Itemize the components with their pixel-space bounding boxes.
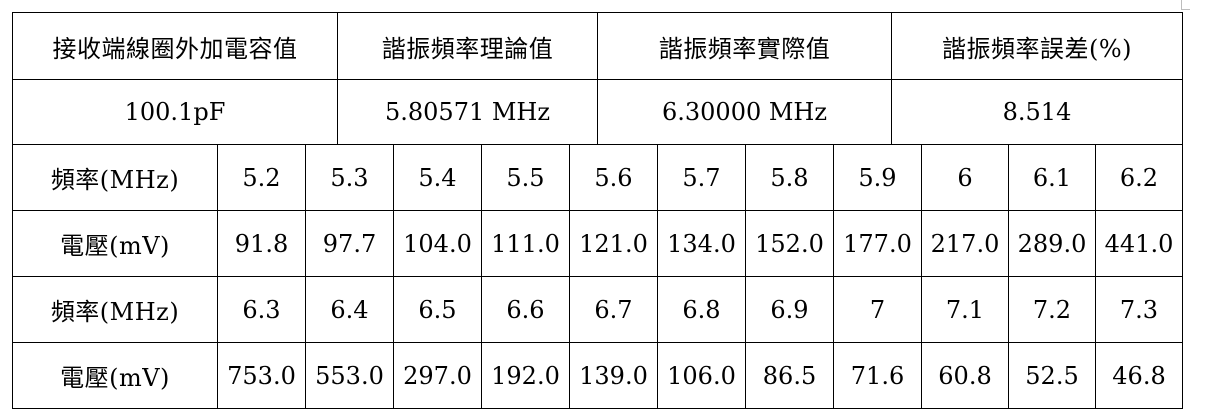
data-cell: 7 [834,277,922,342]
header-cell: 諧振頻率誤差(%) [941,34,1133,63]
row-label: 電壓(mV) [13,343,218,408]
data-cell: 60.8 [922,343,1009,408]
data-cell: 6.8 [658,277,746,342]
header-cell: 接收端線圈外加電容值 [13,13,338,79]
data-cell: 52.5 [1009,343,1096,408]
data-cell: 6.2 [1119,163,1159,192]
header-cell: 諧振頻率理論值 [338,13,598,79]
table-row: 頻率(MHz) 6.3 6.4 6.5 6.6 6.7 6.8 6.9 7 7.… [13,277,1182,343]
data-cell: 121.0 [570,211,658,276]
summary-cell: 100.1pF [13,80,338,144]
row-label: 頻率(MHz) [13,277,218,342]
data-cell: 6.4 [306,277,394,342]
data-cell: 6.5 [394,277,482,342]
data-cell: 5.7 [658,145,746,210]
data-cell: 441.0 [1104,229,1174,258]
data-cell: 91.8 [218,211,306,276]
data-cell: 111.0 [482,211,570,276]
summary-row: 100.1pF 5.80571 MHz 6.30000 MHz 8.514 [13,80,1182,145]
data-cell: 5.8 [746,145,834,210]
data-cell: 6.7 [570,277,658,342]
data-cell: 104.0 [394,211,482,276]
data-cell: 152.0 [746,211,834,276]
header-row: 接收端線圈外加電容值 諧振頻率理論值 諧振頻率實際值 諧振頻率誤差(%) [13,13,1182,80]
data-cell: 217.0 [922,211,1009,276]
data-cell: 5.6 [570,145,658,210]
data-cell: 86.5 [746,343,834,408]
data-cell: 7.3 [1119,295,1159,324]
data-cell: 46.8 [1112,361,1166,390]
data-cell: 5.2 [218,145,306,210]
table-row: 電壓(mV) 753.0 553.0 297.0 192.0 139.0 106… [13,343,1182,408]
data-cell: 97.7 [306,211,394,276]
data-cell: 553.0 [306,343,394,408]
header-cell: 諧振頻率實際值 [598,13,892,79]
data-cell: 71.6 [834,343,922,408]
data-cell: 5.4 [394,145,482,210]
summary-cell: 8.514 [1002,98,1072,126]
data-cell: 6.1 [1009,145,1096,210]
data-cell: 6 [922,145,1009,210]
page-corner-mark [1181,0,1190,10]
data-cell: 192.0 [482,343,570,408]
data-cell: 106.0 [658,343,746,408]
data-cell: 289.0 [1009,211,1096,276]
data-cell: 6.6 [482,277,570,342]
data-cell: 177.0 [834,211,922,276]
data-cell: 5.5 [482,145,570,210]
resonance-data-table: 接收端線圈外加電容值 諧振頻率理論值 諧振頻率實際值 諧振頻率誤差(%) 100… [12,12,1183,409]
data-cell: 7.2 [1009,277,1096,342]
row-label: 頻率(MHz) [13,145,218,210]
table-row: 頻率(MHz) 5.2 5.3 5.4 5.5 5.6 5.7 5.8 5.9 … [13,145,1182,211]
data-cell: 134.0 [658,211,746,276]
table-row: 電壓(mV) 91.8 97.7 104.0 111.0 121.0 134.0… [13,211,1182,277]
data-cell: 7.1 [922,277,1009,342]
data-cell: 6.3 [218,277,306,342]
summary-cell: 5.80571 MHz [338,80,598,144]
data-cell: 753.0 [218,343,306,408]
data-cell: 6.9 [746,277,834,342]
data-cell: 297.0 [394,343,482,408]
data-cell: 5.3 [306,145,394,210]
data-cell: 139.0 [570,343,658,408]
summary-cell: 6.30000 MHz [598,80,892,144]
row-label: 電壓(mV) [13,211,218,276]
data-cell: 5.9 [834,145,922,210]
